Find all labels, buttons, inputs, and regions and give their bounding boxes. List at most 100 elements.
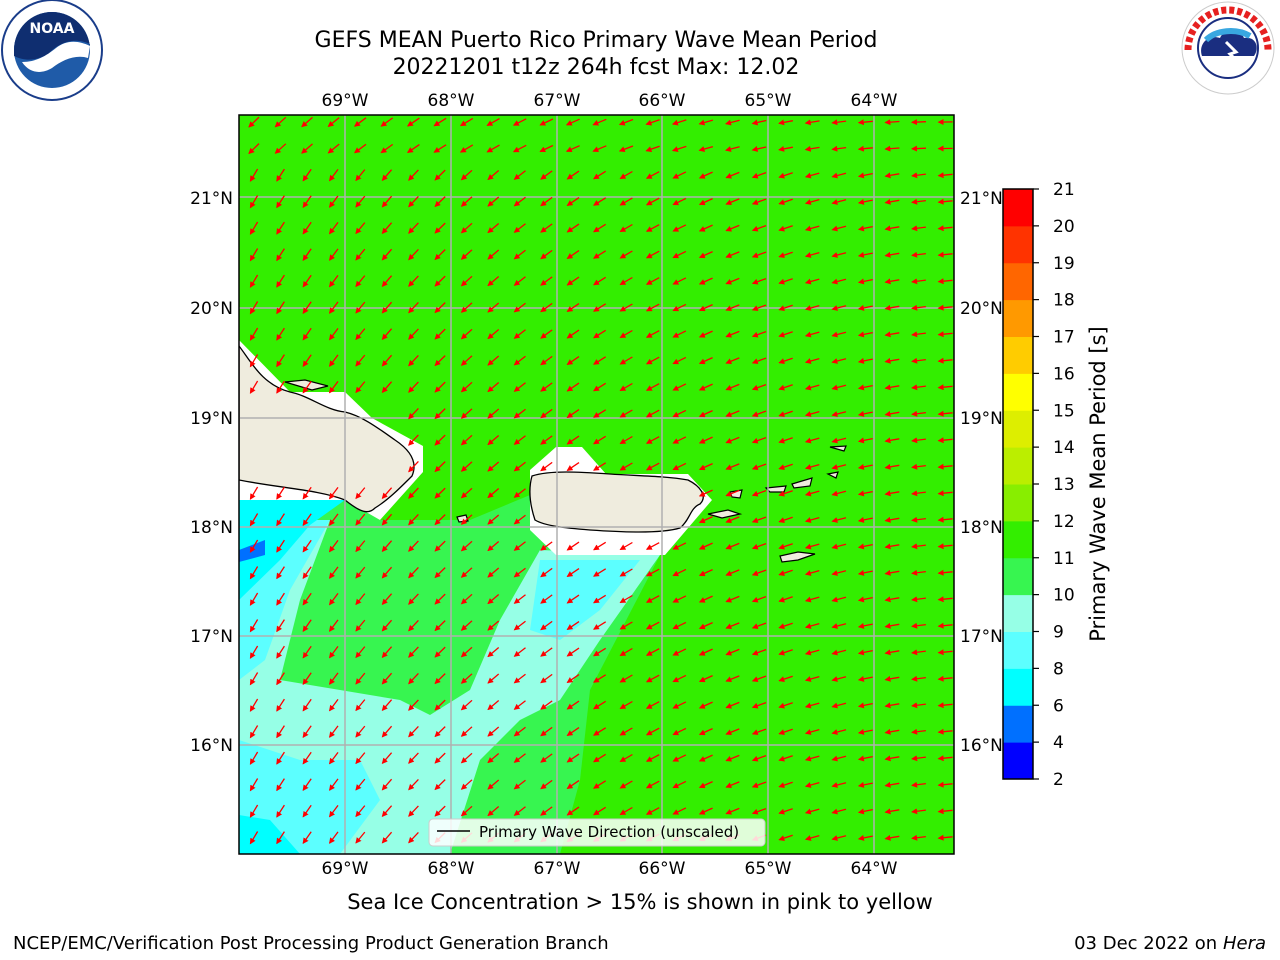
- wave-arrow: [302, 778, 312, 792]
- lon-labels-top: 69°W 68°W 67°W 66°W 65°W 64°W: [322, 91, 898, 111]
- wave-arrow: [540, 382, 553, 392]
- wave-arrow: [460, 302, 473, 313]
- wave-arrow: [540, 726, 553, 737]
- wave-arrow: [566, 462, 580, 471]
- wave-arrow: [512, 144, 527, 153]
- wave-arrow: [645, 145, 660, 152]
- wave-arrow: [751, 277, 767, 285]
- wave-arrow: [460, 381, 473, 393]
- wave-arrow: [434, 673, 446, 685]
- wave-arrow: [274, 143, 287, 154]
- wave-arrow: [301, 143, 313, 154]
- wave-arrow: [751, 198, 767, 206]
- wave-arrow: [512, 118, 527, 126]
- wave-arrow: [884, 622, 900, 629]
- wave-arrow: [778, 728, 793, 735]
- wave-arrow: [434, 275, 446, 287]
- wave-arrow: [408, 672, 419, 685]
- wave-arrow: [487, 594, 500, 605]
- wave-arrow: [804, 119, 820, 126]
- wave-arrow: [884, 728, 900, 735]
- wave-arrow: [540, 435, 553, 445]
- wave-arrow: [276, 725, 285, 739]
- wave-arrow: [276, 619, 285, 633]
- wave-arrow: [487, 488, 500, 499]
- map-area: [239, 115, 954, 854]
- wave-arrow: [302, 645, 312, 659]
- wave-arrow: [937, 331, 953, 338]
- wave-arrow: [434, 408, 446, 420]
- wave-arrow: [857, 781, 873, 788]
- wave-arrow: [778, 649, 793, 656]
- wave-arrow: [778, 569, 793, 576]
- wave-arrow: [434, 302, 446, 314]
- wave-arrow: [937, 410, 953, 417]
- wave-arrow: [566, 197, 580, 206]
- wave-arrow: [778, 172, 793, 179]
- wave-arrow: [698, 622, 713, 630]
- wave-arrow: [459, 117, 474, 127]
- wave-arrow: [857, 622, 873, 629]
- wave-arrow: [540, 753, 553, 763]
- colorbar-segment: [1003, 705, 1033, 743]
- wave-arrow: [751, 304, 767, 312]
- wave-arrow: [937, 516, 953, 523]
- wave-arrow: [804, 569, 820, 576]
- wave-arrow: [593, 303, 607, 312]
- wave-arrow: [884, 410, 900, 417]
- wave-arrow: [408, 752, 419, 764]
- wave-arrow: [619, 409, 633, 418]
- wave-arrow: [408, 540, 419, 552]
- lat-label: 16°N: [960, 736, 1003, 756]
- wave-arrow: [408, 381, 419, 393]
- wave-arrow: [778, 198, 793, 205]
- wave-arrow: [751, 383, 767, 391]
- wave-arrow: [831, 305, 847, 311]
- wave-arrow: [619, 170, 633, 180]
- wave-arrow: [645, 436, 660, 444]
- wave-arrow: [329, 805, 339, 818]
- wave-arrow: [937, 543, 953, 550]
- wave-arrow: [487, 700, 500, 711]
- wave-arrow: [539, 144, 554, 153]
- wave-arrow: [698, 119, 714, 126]
- wave-arrow: [329, 328, 339, 341]
- wave-arrow: [672, 356, 687, 365]
- colorbar-segment: [1003, 336, 1033, 374]
- wave-arrow: [302, 168, 312, 182]
- wave-arrow: [539, 118, 554, 126]
- wave-arrow: [751, 675, 767, 683]
- wave-arrow: [645, 356, 660, 365]
- wave-arrow: [672, 383, 687, 391]
- wave-arrow: [249, 354, 259, 368]
- wave-arrow: [329, 381, 339, 394]
- wave-arrow: [672, 568, 687, 577]
- wave-arrow: [672, 648, 687, 656]
- wave-arrow: [884, 172, 900, 179]
- wave-arrow: [645, 462, 660, 471]
- wave-arrow: [276, 327, 285, 341]
- wave-arrow: [460, 408, 473, 419]
- wave-arrow: [698, 569, 713, 577]
- wave-arrow: [329, 752, 339, 765]
- wave-arrow: [804, 755, 820, 762]
- wave-arrow: [460, 593, 473, 605]
- wave-arrow: [540, 647, 553, 657]
- lat-label: 18°N: [190, 518, 233, 538]
- wave-arrow: [645, 568, 660, 577]
- wave-arrow: [911, 357, 926, 364]
- wave-arrow: [302, 539, 312, 553]
- wave-arrow: [804, 702, 820, 709]
- wave-arrow: [355, 513, 366, 526]
- wave-arrow: [725, 357, 740, 365]
- wave-arrow: [408, 460, 419, 473]
- wave-arrow: [513, 355, 526, 366]
- wave-arrow: [725, 675, 740, 683]
- wave-arrow: [857, 702, 873, 709]
- wave-arrow: [698, 595, 713, 603]
- wave-arrow: [540, 249, 553, 260]
- wave-arrow: [645, 197, 660, 206]
- wave-arrow: [513, 329, 526, 339]
- wave-arrow: [804, 543, 820, 550]
- colorbar-segment: [1003, 373, 1033, 411]
